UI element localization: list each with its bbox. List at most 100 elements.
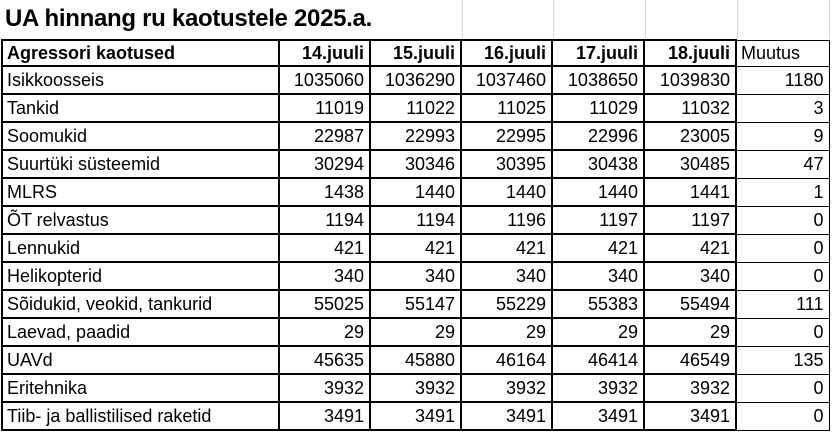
value-cell-date-1[interactable]: 1438 [278,177,371,207]
value-cell-date-4[interactable]: 29 [551,317,645,347]
row-label-cell[interactable]: Laevad, paadid [1,317,280,347]
value-cell-date-3[interactable]: 340 [460,261,553,291]
value-cell-date-1[interactable]: 30294 [278,149,371,179]
value-cell-date-3[interactable]: 11025 [460,93,553,123]
value-cell-date-4[interactable]: 421 [551,233,645,263]
value-cell-date-5[interactable]: 1441 [643,177,737,207]
value-cell-date-5[interactable]: 1197 [643,205,737,235]
row-label-cell[interactable]: Eritehnika [1,373,280,403]
value-cell-date-4[interactable]: 340 [551,261,645,291]
value-cell-date-2[interactable]: 29 [369,317,462,347]
value-cell-date-1[interactable]: 22987 [278,121,371,151]
value-cell-date-4[interactable]: 46414 [551,345,645,375]
value-cell-date-4[interactable]: 1440 [551,177,645,207]
row-label-cell[interactable]: Sõidukid, veokid, tankurid [1,289,280,319]
value-cell-date-5[interactable]: 340 [643,261,737,291]
title-row: UA hinnang ru kaotustele 2025.a. [0,0,835,39]
value-cell-date-3[interactable]: 3932 [460,373,553,403]
row-label-cell[interactable]: MLRS [1,177,280,207]
value-cell-date-4[interactable]: 1038650 [551,65,645,95]
value-cell-date-1[interactable]: 1035060 [278,65,371,95]
column-header-date-5[interactable]: 18.juuli [643,39,737,67]
value-cell-date-4[interactable]: 1197 [551,205,645,235]
value-cell-date-2[interactable]: 22993 [369,121,462,151]
change-cell[interactable]: 0 [735,373,830,403]
value-cell-date-5[interactable]: 3932 [643,373,737,403]
change-cell[interactable]: 9 [735,121,830,151]
value-cell-date-1[interactable]: 421 [278,233,371,263]
value-cell-date-1[interactable]: 45635 [278,345,371,375]
value-cell-date-2[interactable]: 55147 [369,289,462,319]
value-cell-date-1[interactable]: 340 [278,261,371,291]
change-cell[interactable]: 0 [735,317,830,347]
value-cell-date-5[interactable]: 11032 [643,93,737,123]
value-cell-date-4[interactable]: 11029 [551,93,645,123]
value-cell-date-4[interactable]: 55383 [551,289,645,319]
change-cell[interactable]: 0 [735,261,830,291]
value-cell-date-3[interactable]: 55229 [460,289,553,319]
row-label-cell[interactable]: Helikopterid [1,261,280,291]
column-header-date-1[interactable]: 14.juuli [278,39,371,67]
change-cell[interactable]: 47 [735,149,830,179]
change-cell[interactable]: 0 [735,401,830,431]
row-label-cell[interactable]: Isikkoosseis [1,65,280,95]
value-cell-date-3[interactable]: 1440 [460,177,553,207]
value-cell-date-3[interactable]: 22995 [460,121,553,151]
value-cell-date-5[interactable]: 55494 [643,289,737,319]
change-cell[interactable]: 135 [735,345,830,375]
value-cell-date-1[interactable]: 3491 [278,401,371,431]
change-cell[interactable]: 0 [735,233,830,263]
row-label-cell[interactable]: Suurtüki süsteemid [1,149,280,179]
value-cell-date-4[interactable]: 3491 [551,401,645,431]
column-header-muutus[interactable]: Muutus [735,39,830,67]
change-cell[interactable]: 0 [735,205,830,235]
value-cell-date-1[interactable]: 3932 [278,373,371,403]
value-cell-date-1[interactable]: 1194 [278,205,371,235]
change-cell[interactable]: 1 [735,177,830,207]
row-label-cell[interactable]: Tiib- ja ballistilised raketid [1,401,280,431]
value-cell-date-5[interactable]: 421 [643,233,737,263]
table-row: Isikkoosseis 1035060 1036290 1037460 103… [1,65,830,95]
value-cell-date-4[interactable]: 30438 [551,149,645,179]
value-cell-date-5[interactable]: 1039830 [643,65,737,95]
value-cell-date-2[interactable]: 1440 [369,177,462,207]
row-label-cell[interactable]: Lennukid [1,233,280,263]
value-cell-date-4[interactable]: 3932 [551,373,645,403]
column-header-date-4[interactable]: 17.juuli [551,39,645,67]
value-cell-date-1[interactable]: 29 [278,317,371,347]
value-cell-date-2[interactable]: 340 [369,261,462,291]
value-cell-date-5[interactable]: 46549 [643,345,737,375]
change-cell[interactable]: 1180 [735,65,830,95]
row-label-cell[interactable]: ÕT relvastus [1,205,280,235]
column-header-date-3[interactable]: 16.juuli [460,39,553,67]
value-cell-date-3[interactable]: 1196 [460,205,553,235]
value-cell-date-1[interactable]: 55025 [278,289,371,319]
row-label-cell[interactable]: Tankid [1,93,280,123]
change-cell[interactable]: 111 [735,289,830,319]
change-cell[interactable]: 3 [735,93,830,123]
value-cell-date-2[interactable]: 30346 [369,149,462,179]
value-cell-date-3[interactable]: 29 [460,317,553,347]
value-cell-date-3[interactable]: 421 [460,233,553,263]
value-cell-date-5[interactable]: 29 [643,317,737,347]
value-cell-date-2[interactable]: 1194 [369,205,462,235]
value-cell-date-3[interactable]: 1037460 [460,65,553,95]
value-cell-date-2[interactable]: 45880 [369,345,462,375]
value-cell-date-2[interactable]: 3932 [369,373,462,403]
value-cell-date-3[interactable]: 3491 [460,401,553,431]
row-label-cell[interactable]: Soomukid [1,121,280,151]
value-cell-date-1[interactable]: 11019 [278,93,371,123]
value-cell-date-5[interactable]: 23005 [643,121,737,151]
value-cell-date-4[interactable]: 22996 [551,121,645,151]
value-cell-date-2[interactable]: 3491 [369,401,462,431]
column-header-date-2[interactable]: 15.juuli [369,39,462,67]
row-label-cell[interactable]: UAVd [1,345,280,375]
value-cell-date-2[interactable]: 11022 [369,93,462,123]
value-cell-date-3[interactable]: 46164 [460,345,553,375]
column-header-category[interactable]: Agressori kaotused [1,39,280,67]
value-cell-date-2[interactable]: 1036290 [369,65,462,95]
value-cell-date-2[interactable]: 421 [369,233,462,263]
value-cell-date-5[interactable]: 30485 [643,149,737,179]
value-cell-date-5[interactable]: 3491 [643,401,737,431]
value-cell-date-3[interactable]: 30395 [460,149,553,179]
